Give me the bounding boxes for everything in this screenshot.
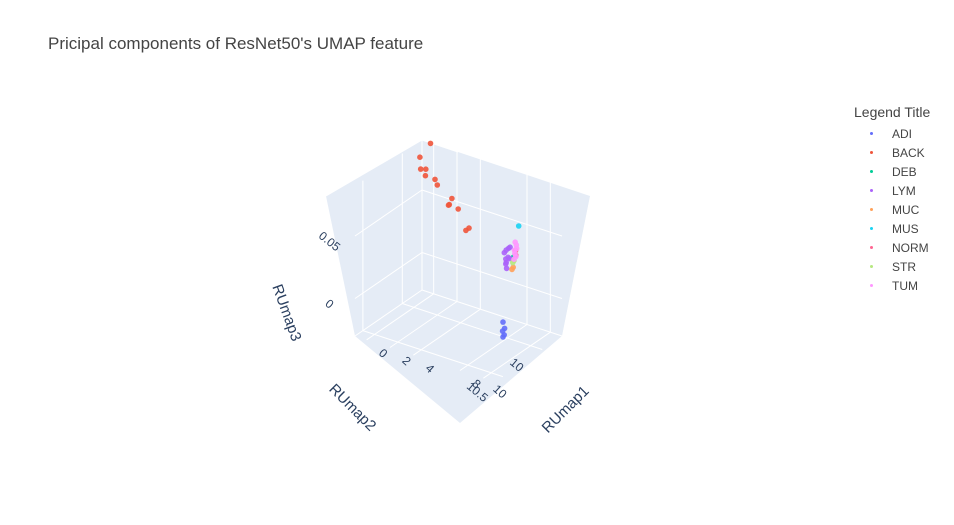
chart-title: Pricipal components of ResNet50's UMAP f… [48,34,424,53]
point-lym[interactable] [507,244,513,250]
point-lym[interactable] [503,265,510,272]
point-mus[interactable] [515,223,522,229]
point-lym[interactable] [503,261,509,267]
axis-panes [326,140,590,423]
legend-label: BACK [892,145,925,160]
gridline-z-x-1 [421,189,563,237]
legend-swatch [870,132,873,135]
right-wall-pane [422,140,590,336]
gridline-floor-y [354,289,423,337]
legend-label: MUC [892,202,920,217]
legend-label: TUM [892,278,918,293]
point-adi[interactable] [500,319,506,325]
gridline-z-y-1 [354,189,423,237]
legend-item-deb[interactable]: DEB [854,162,930,181]
legend-swatch [870,284,873,287]
legend-swatch [870,208,873,211]
data-points[interactable] [417,140,522,340]
legend-label: NORM [892,240,929,255]
point-adi[interactable] [500,334,506,340]
legend-item-lym[interactable]: LYM [854,181,930,200]
legend-item-adi[interactable]: ADI [854,124,930,143]
legend-label: MUS [892,221,919,236]
z-tick-label: 0 [323,296,337,311]
legend-item-mus[interactable]: MUS [854,219,930,238]
legend-item-muc[interactable]: MUC [854,200,930,219]
point-tum[interactable] [511,256,517,263]
legend-label: LYM [892,183,916,198]
gridline-y-0 [402,303,543,351]
point-back[interactable] [427,140,434,147]
legend-items: ADI BACK DEB LYM MUC MUS NORM STR TUM [854,124,930,295]
legend-item-tum[interactable]: TUM [854,276,930,295]
point-muc[interactable] [509,266,515,273]
gridline-floor-x [421,289,563,337]
point-back[interactable] [422,172,429,179]
gridline-x-1 [389,301,458,348]
legend-swatch [870,265,873,268]
legend-title: Legend Title [854,104,931,120]
legend-item-back[interactable]: BACK [854,143,930,162]
legend-swatch [870,246,873,249]
gridline-top-y [325,139,423,197]
legend-swatch [870,151,873,154]
point-lym[interactable] [501,249,508,256]
gridline-z-y-0 [354,252,423,299]
y-axis-label: RUmap2 [325,381,379,435]
gridline-z-x-0 [421,252,563,299]
gridline-x-2 [413,308,481,356]
legend-item-str[interactable]: STR [854,257,930,276]
x-axis-label: RUmap1 [539,383,593,437]
gridline-x-3 [459,324,528,371]
legend-label: ADI [892,126,913,141]
legend-label: DEB [892,164,917,179]
point-back[interactable] [449,195,455,202]
point-back[interactable] [423,166,429,172]
gridline-top-x [421,139,459,153]
point-back[interactable] [445,202,452,208]
legend: Legend Title ADI BACK DEB LYM MUC MUS NORM STR T… [854,104,930,295]
legend-item-norm[interactable]: NORM [854,238,930,257]
legend-swatch [870,189,873,192]
point-back[interactable] [417,154,423,160]
point-back[interactable] [434,182,441,188]
gridline-x-4 [483,331,551,379]
point-back[interactable] [417,166,424,172]
point-lym[interactable] [506,255,513,262]
legend-swatch [870,170,873,173]
floor-pane [355,290,562,423]
left-side-pane [326,140,422,336]
z-axis-label: RUmap3 [268,282,304,343]
point-back[interactable] [455,206,462,212]
gridlines [325,139,563,379]
legend-label: STR [892,259,916,274]
point-back[interactable] [466,225,472,231]
gridline-x-0 [366,293,434,341]
legend-swatch [870,227,873,230]
gridline-y-1 [362,330,504,378]
point-back[interactable] [432,176,438,183]
